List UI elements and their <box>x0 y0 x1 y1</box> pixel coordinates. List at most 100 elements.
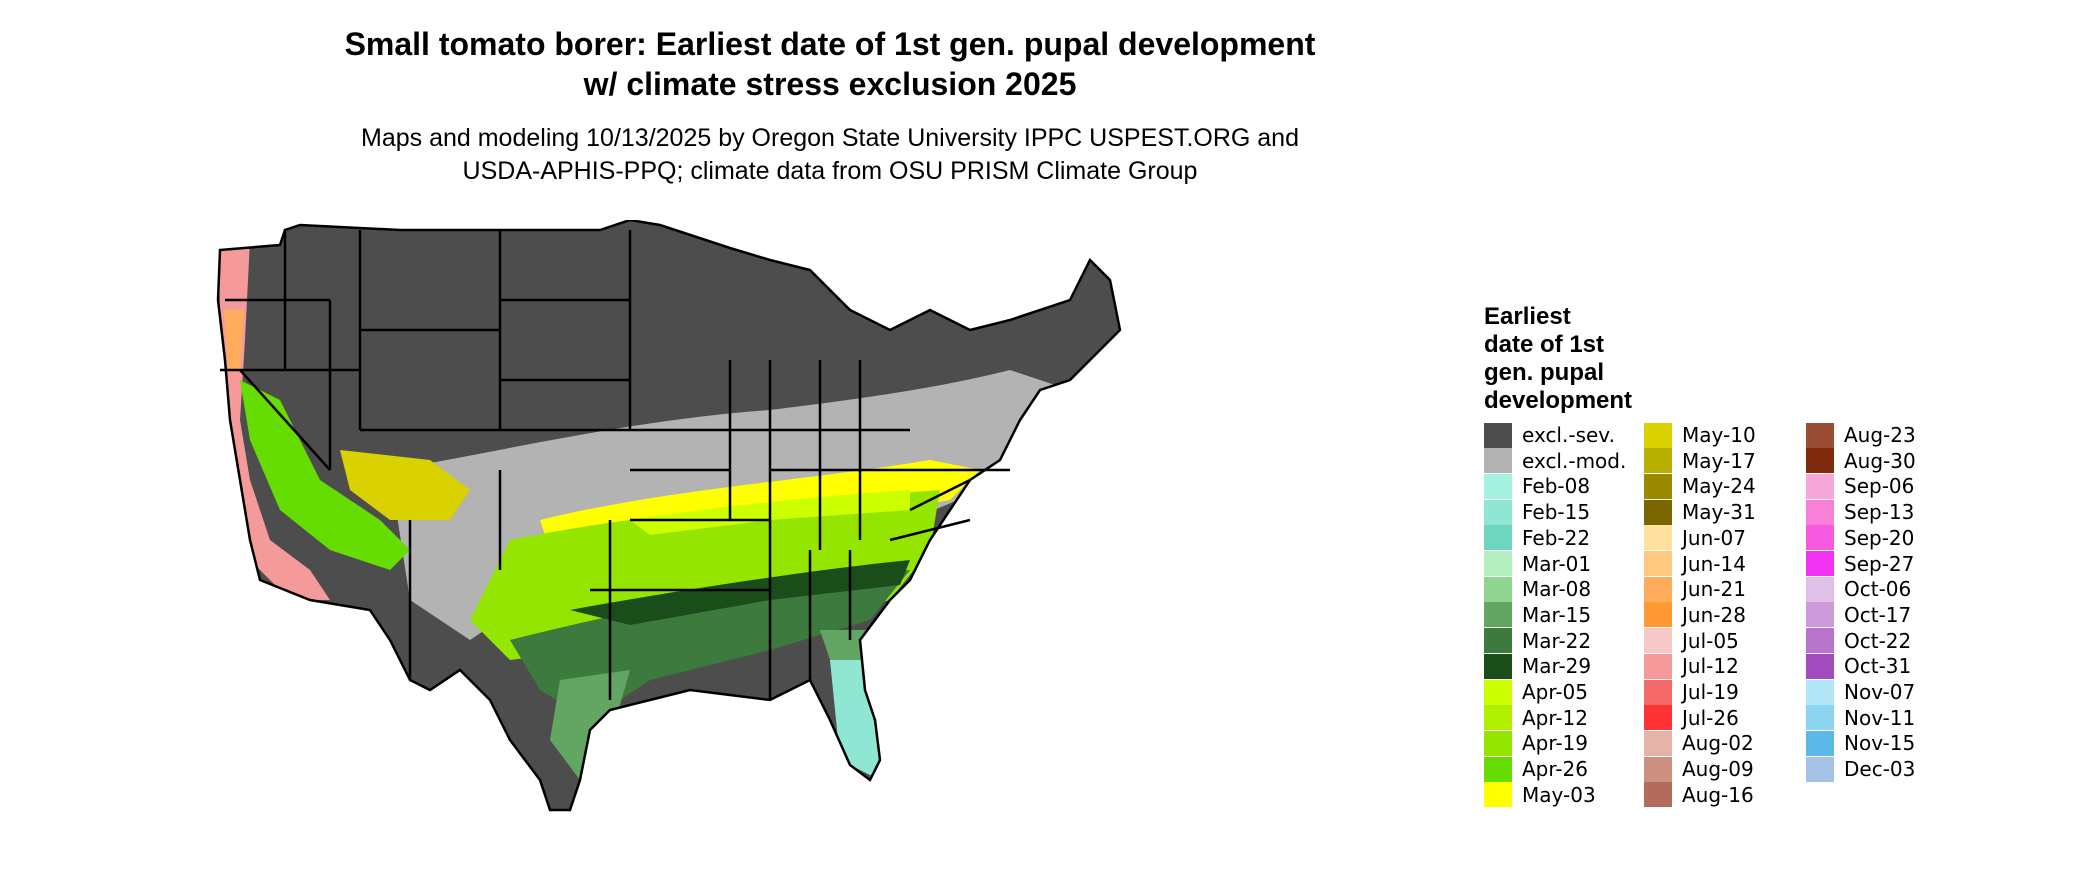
legend-item: Jun-14 <box>1644 551 1746 577</box>
legend-label: Feb-22 <box>1522 525 1591 550</box>
state-borders <box>216 220 1122 812</box>
legend-item: Jul-05 <box>1644 628 1739 654</box>
legend-label: excl.-sev. <box>1522 423 1615 447</box>
legend-item: Aug-16 <box>1644 782 1754 808</box>
legend-swatch <box>1806 473 1834 499</box>
legend-swatch <box>1484 705 1512 731</box>
legend-item: Oct-17 <box>1806 602 1911 628</box>
legend-swatch <box>1484 448 1512 474</box>
legend-item: May-03 <box>1484 782 1596 808</box>
legend-label: Feb-08 <box>1522 474 1591 499</box>
feb-band <box>830 660 880 780</box>
legend-label: excl.-mod. <box>1522 448 1627 473</box>
legend-label: May-17 <box>1682 448 1756 473</box>
legend-label: Apr-12 <box>1522 705 1588 730</box>
legend-item: Aug-30 <box>1806 448 1916 474</box>
legend-item: Feb-22 <box>1484 525 1590 551</box>
legend-swatch <box>1644 756 1672 782</box>
legend-item: Jul-19 <box>1644 679 1739 705</box>
legend-swatch <box>1644 705 1672 731</box>
legend-swatch <box>1484 782 1512 808</box>
legend-swatch <box>1644 730 1672 756</box>
legend-swatch <box>1806 525 1834 551</box>
legend-label: Mar-01 <box>1522 551 1592 576</box>
legend-swatch <box>1806 499 1834 525</box>
legend-swatch <box>1806 628 1834 654</box>
subtitle-line-1: Maps and modeling 10/13/2025 by Oregon S… <box>361 124 1299 152</box>
legend-item: Jun-21 <box>1644 576 1746 602</box>
west-coast-orange <box>224 310 244 370</box>
legend-item: Sep-06 <box>1806 473 1914 499</box>
legend-item: May-17 <box>1644 448 1756 474</box>
legend-swatch <box>1484 730 1512 756</box>
legend-label: Aug-16 <box>1682 782 1754 807</box>
legend-item: excl.-mod. <box>1484 448 1626 474</box>
legend-swatch <box>1806 602 1834 628</box>
legend-swatch <box>1484 628 1512 654</box>
legend-label: Jul-05 <box>1682 628 1739 653</box>
legend-label: Oct-17 <box>1844 602 1912 627</box>
map-title: Small tomato borer: Earliest date of 1st… <box>300 24 1360 104</box>
legend-swatch <box>1484 422 1512 448</box>
legend-swatch <box>1644 576 1672 602</box>
california-green <box>240 380 410 570</box>
legend-item: Dec-03 <box>1806 756 1915 782</box>
legend-label: Nov-07 <box>1844 680 1916 704</box>
legend-item: Apr-26 <box>1484 756 1588 782</box>
legend-label: Jun-21 <box>1682 577 1746 602</box>
legend-swatch <box>1644 628 1672 654</box>
legend-item: Aug-02 <box>1644 730 1754 756</box>
legend-swatch <box>1644 551 1672 576</box>
legend-swatch <box>1644 448 1672 474</box>
legend-swatch <box>1484 602 1512 628</box>
legend-swatch <box>1484 525 1512 551</box>
legend-swatch <box>1484 499 1512 525</box>
legend-item: excl.-sev. <box>1484 422 1615 448</box>
legend-item: Apr-12 <box>1484 705 1588 731</box>
legend-label: Oct-06 <box>1844 577 1912 602</box>
legend-label: Sep-27 <box>1844 551 1915 576</box>
legend-label: Jun-07 <box>1682 525 1746 550</box>
legend-item: Apr-19 <box>1484 730 1588 756</box>
legend-label: Nov-11 <box>1844 705 1916 730</box>
legend-item: Jul-12 <box>1644 653 1739 679</box>
legend-title: Earliest date of 1st gen. pupal developm… <box>1484 303 1632 415</box>
legend-swatch <box>1806 705 1834 731</box>
legend-item: Sep-13 <box>1806 499 1914 525</box>
legend-label: Oct-22 <box>1844 628 1912 653</box>
legend-item: May-31 <box>1644 499 1756 525</box>
legend-item: Mar-08 <box>1484 576 1591 602</box>
legend-label: Mar-15 <box>1522 602 1592 627</box>
legend-item: Oct-31 <box>1806 653 1911 679</box>
legend-label: May-24 <box>1682 474 1756 499</box>
legend-label: Jul-12 <box>1682 654 1739 679</box>
legend-label: Jun-28 <box>1682 602 1746 627</box>
legend-swatch <box>1806 730 1834 756</box>
title-line-2: w/ climate stress exclusion 2025 <box>583 66 1077 102</box>
legend-item: Mar-22 <box>1484 628 1591 654</box>
title-line-1: Small tomato borer: Earliest date of 1st… <box>344 26 1316 62</box>
legend-swatch <box>1806 448 1834 474</box>
legend-item: Nov-15 <box>1806 730 1915 756</box>
legend-item: Aug-23 <box>1806 422 1916 448</box>
legend-item: Oct-06 <box>1806 576 1911 602</box>
legend-swatch <box>1644 653 1672 679</box>
legend-swatch <box>1644 602 1672 628</box>
legend-label: Mar-22 <box>1522 628 1592 653</box>
legend-item: Oct-22 <box>1806 628 1911 654</box>
legend-label: Sep-06 <box>1844 474 1915 499</box>
legend-label: Apr-19 <box>1522 731 1588 756</box>
legend-item: Feb-08 <box>1484 473 1590 499</box>
legend-item: Sep-27 <box>1806 551 1914 577</box>
legend-swatch <box>1484 473 1512 499</box>
legend-swatch <box>1484 679 1512 705</box>
legend-swatch <box>1644 473 1672 499</box>
legend-swatch <box>1644 782 1672 808</box>
legend-title-line: development <box>1484 387 1633 414</box>
legend-label: May-03 <box>1522 782 1596 807</box>
legend-swatch <box>1484 551 1512 576</box>
legend-label: Aug-23 <box>1844 423 1916 447</box>
legend-item: Jun-28 <box>1644 602 1746 628</box>
legend-title-line: gen. pupal <box>1484 359 1604 386</box>
legend-label: Mar-08 <box>1522 577 1592 602</box>
